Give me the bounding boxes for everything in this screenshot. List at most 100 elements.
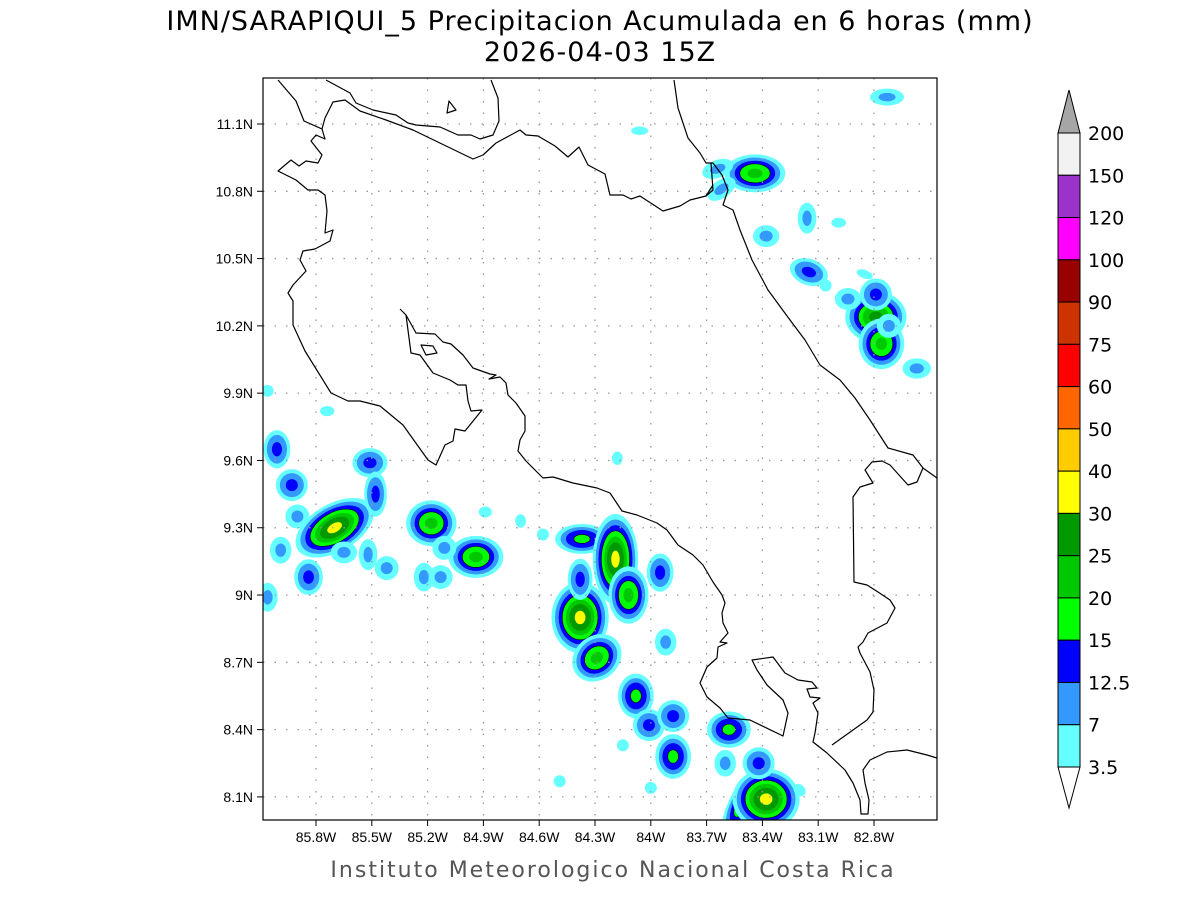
map-plot-area: 85.8W 85.5W 85.2W 84.9W 84.6W 84.3W 84W 83.7W 83… <box>216 77 938 845</box>
precip-contour-level-2 <box>759 230 773 242</box>
precip-contour-level-3 <box>363 457 377 469</box>
precip-contour-level-1 <box>536 528 549 541</box>
precip-contour-level-3 <box>575 571 585 588</box>
precip-cell <box>856 269 873 280</box>
colorbar-label: 7 <box>1088 715 1100 737</box>
precip-cell <box>644 781 657 794</box>
precip-contour-level-1 <box>631 126 649 135</box>
precip-cell <box>793 783 806 797</box>
precip-contour-level-2 <box>291 510 304 523</box>
colorbar-swatch <box>1057 428 1081 472</box>
precip-contour-level-2 <box>714 183 729 195</box>
precip-contour-level-4 <box>573 534 591 544</box>
lat-tick-label: 9.6N <box>223 452 253 468</box>
lon-tick-label: 83.4W <box>742 829 783 845</box>
precip-cell <box>275 469 308 502</box>
map-valid-time: 2026-04-03 15Z <box>484 37 716 68</box>
precip-cell <box>616 739 629 752</box>
colorbar-label: 200 <box>1088 123 1124 145</box>
lat-tick-label: 10.5N <box>216 251 253 267</box>
precip-cell <box>269 536 292 564</box>
precip-contour-level-7 <box>327 522 342 534</box>
coastline-pacific-central <box>405 314 937 815</box>
precip-cell <box>631 126 649 135</box>
lat-tick-label: 10.8N <box>216 183 253 199</box>
lat-tick-label: 9.9N <box>223 385 253 401</box>
precip-cell <box>657 700 690 733</box>
lon-tick-label: 84.3W <box>575 829 616 845</box>
precip-contour-level-1 <box>819 279 832 292</box>
colorbar-label: 20 <box>1088 588 1112 610</box>
colorbar-swatch <box>1057 597 1081 641</box>
precip-contour-level-1 <box>478 506 492 518</box>
precip-cell <box>618 673 654 719</box>
precip-contour-level-2 <box>841 293 855 305</box>
precip-cell <box>413 562 434 592</box>
precip-cell <box>330 541 358 564</box>
precip-cell <box>567 558 593 600</box>
precip-cell <box>902 358 931 379</box>
colorbar-swatch <box>1057 681 1081 726</box>
precip-cell <box>707 177 736 201</box>
precip-contour-level-3 <box>271 442 282 457</box>
lon-tick-label: 85.8W <box>296 829 337 845</box>
longitude-axis: 85.8W 85.5W 85.2W 84.9W 84.6W 84.3W 84W 83.7W 83… <box>296 820 895 845</box>
colorbar-label: 150 <box>1088 165 1124 187</box>
colorbar-swatch <box>1057 174 1081 219</box>
lon-tick-label: 84.6W <box>519 829 560 845</box>
precip-contour-level-3 <box>667 710 680 723</box>
precip-contour-level-5 <box>590 651 604 664</box>
lon-tick-label: 85.5W <box>352 829 393 845</box>
precip-contour-level-3 <box>801 266 817 278</box>
lat-tick-label: 10.2N <box>216 318 253 334</box>
colorbar-swatch <box>1057 470 1081 514</box>
precip-cell <box>707 711 751 748</box>
precip-cell <box>742 747 775 780</box>
lon-tick-label: 82.8W <box>854 829 895 845</box>
lon-tick-label: 84.9W <box>463 829 504 845</box>
coastlines <box>277 79 937 815</box>
precip-cell <box>515 514 526 528</box>
precip-contour-level-3 <box>303 570 314 584</box>
colorbar-label: 40 <box>1088 461 1112 483</box>
colorbar-swatch <box>1057 343 1081 388</box>
colorbar-label: 3.5 <box>1088 757 1118 779</box>
colorbar-legend: 200 150 120 100 90 75 60 50 40 30 25 20 15 12.5 7 3.5 <box>1057 89 1130 810</box>
precip-cell <box>320 406 335 417</box>
colorbar-under-arrow <box>1057 766 1081 810</box>
precip-cell <box>714 749 736 777</box>
precip-contour-level-2 <box>660 635 672 649</box>
lat-tick-label: 8.7N <box>223 654 253 670</box>
precip-cell <box>646 553 674 592</box>
precip-contour-level-2 <box>337 546 351 558</box>
colorbar-swatch <box>1057 555 1081 599</box>
precip-cell <box>406 500 457 547</box>
precip-cell <box>732 768 800 820</box>
coastline-nicaragua-north <box>277 79 714 212</box>
precip-contour-level-3 <box>869 288 882 301</box>
precip-contour-level-7 <box>574 610 586 625</box>
lat-tick-label: 9N <box>235 587 253 603</box>
precip-cell <box>263 384 274 397</box>
lat-tick-label: 8.1N <box>223 789 253 805</box>
precip-cell <box>859 278 892 311</box>
precip-contour-level-2 <box>802 210 812 226</box>
precip-cell <box>752 225 780 248</box>
precip-cell <box>432 535 457 560</box>
colorbar-label: 60 <box>1088 377 1112 399</box>
precip-contour-level-2 <box>380 562 393 575</box>
precip-cell <box>551 581 609 654</box>
colorbar-swatch <box>1057 301 1081 345</box>
precip-contour-level-4 <box>667 749 679 764</box>
precip-contour-level-5 <box>875 337 888 351</box>
precip-contour-level-2 <box>263 590 273 605</box>
colorbar-label: 12.5 <box>1088 672 1130 694</box>
precip-contour-level-5 <box>623 587 634 603</box>
precip-cell <box>608 566 649 624</box>
precip-cell <box>285 504 310 529</box>
precip-cell <box>536 528 549 541</box>
precip-contour-level-2 <box>878 92 896 102</box>
precip-cell <box>797 202 817 234</box>
precip-cell <box>294 559 323 595</box>
latitude-axis: 11.1N 10.8N 10.5N 10.2N 9.9N 9.6N 9.3N 9N 8.7N 8.… <box>216 116 263 805</box>
